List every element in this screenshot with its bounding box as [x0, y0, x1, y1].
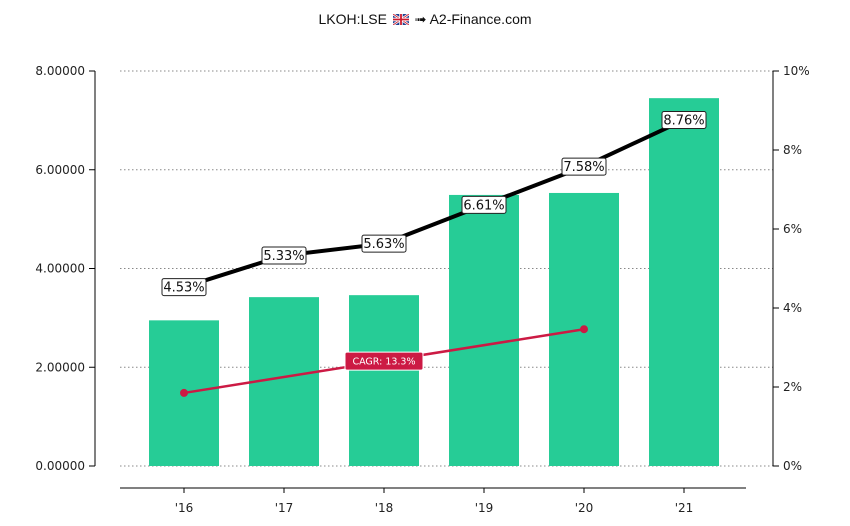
right-tick-label: 8%	[783, 143, 802, 157]
yield-label-box	[361, 234, 407, 253]
left-tick-label: 4.00000	[35, 262, 85, 276]
cagr-label: CAGR: 13.3%	[344, 351, 424, 371]
yield-label-box	[161, 278, 207, 297]
bar	[349, 295, 419, 466]
left-tick-label: 6.00000	[35, 163, 85, 177]
uk-flag-icon	[392, 14, 409, 25]
yield-data-label: 4.53%	[161, 278, 207, 297]
x-tick-label: '20	[575, 501, 594, 515]
cagr-end-point	[580, 325, 588, 334]
left-tick-label: 8.00000	[35, 64, 85, 78]
chart-title: LKOH:LSE ➟ A2-Finance.com	[0, 11, 850, 28]
x-tick-label: '19	[475, 501, 494, 515]
data-labels: 0.00000 2.00000 4.00000 6.00000 8.00000 0% 2% 4…	[35, 64, 809, 515]
axes	[89, 70, 779, 493]
yield-data-label: 5.63%	[361, 234, 407, 253]
ticker-label: LKOH:LSE	[318, 11, 387, 27]
yield-data-label: 8.76%	[661, 110, 707, 129]
cagr-start-point	[180, 388, 188, 397]
yield-label-text: 4.53%	[163, 281, 204, 296]
yield-label-box	[461, 195, 507, 214]
bar	[649, 98, 719, 466]
yield-label-box	[261, 246, 307, 265]
yield-label-text: 8.76%	[663, 113, 704, 128]
right-tick-label: 2%	[783, 380, 802, 394]
yield-label-text: 5.33%	[263, 249, 304, 264]
yield-data-label: 5.33%	[261, 246, 307, 265]
yield-label-text: 7.58%	[563, 160, 604, 175]
yield-data-label: 6.61%	[461, 195, 507, 214]
left-tick-label: 0.00000	[35, 459, 85, 473]
yield-data-label: 7.58%	[561, 157, 607, 176]
left-tick-label: 2.00000	[35, 360, 85, 374]
bar	[449, 194, 519, 466]
right-tick-label: 6%	[783, 222, 802, 236]
source-label: A2-Finance.com	[429, 11, 532, 27]
x-tick-label: '16	[175, 501, 194, 515]
x-tick-label: '18	[375, 501, 394, 515]
yield-label-box	[561, 157, 607, 176]
cagr-line: CAGR: 13.3%	[180, 325, 588, 397]
cagr-label-text: CAGR: 13.3%	[352, 357, 415, 368]
arrow-icon: ➟	[414, 11, 427, 27]
right-tick-label: 10%	[783, 64, 810, 78]
bars	[149, 98, 719, 467]
yield-label-text: 5.63%	[363, 237, 404, 252]
right-tick-label: 4%	[783, 301, 802, 315]
x-tick-label: '17	[275, 501, 294, 515]
yield-label-box	[661, 110, 707, 129]
cagr-label-box	[344, 351, 424, 371]
yield-label-text: 6.61%	[463, 198, 504, 213]
right-tick-label: 0%	[783, 459, 802, 473]
x-tick-label: '21	[675, 501, 694, 515]
